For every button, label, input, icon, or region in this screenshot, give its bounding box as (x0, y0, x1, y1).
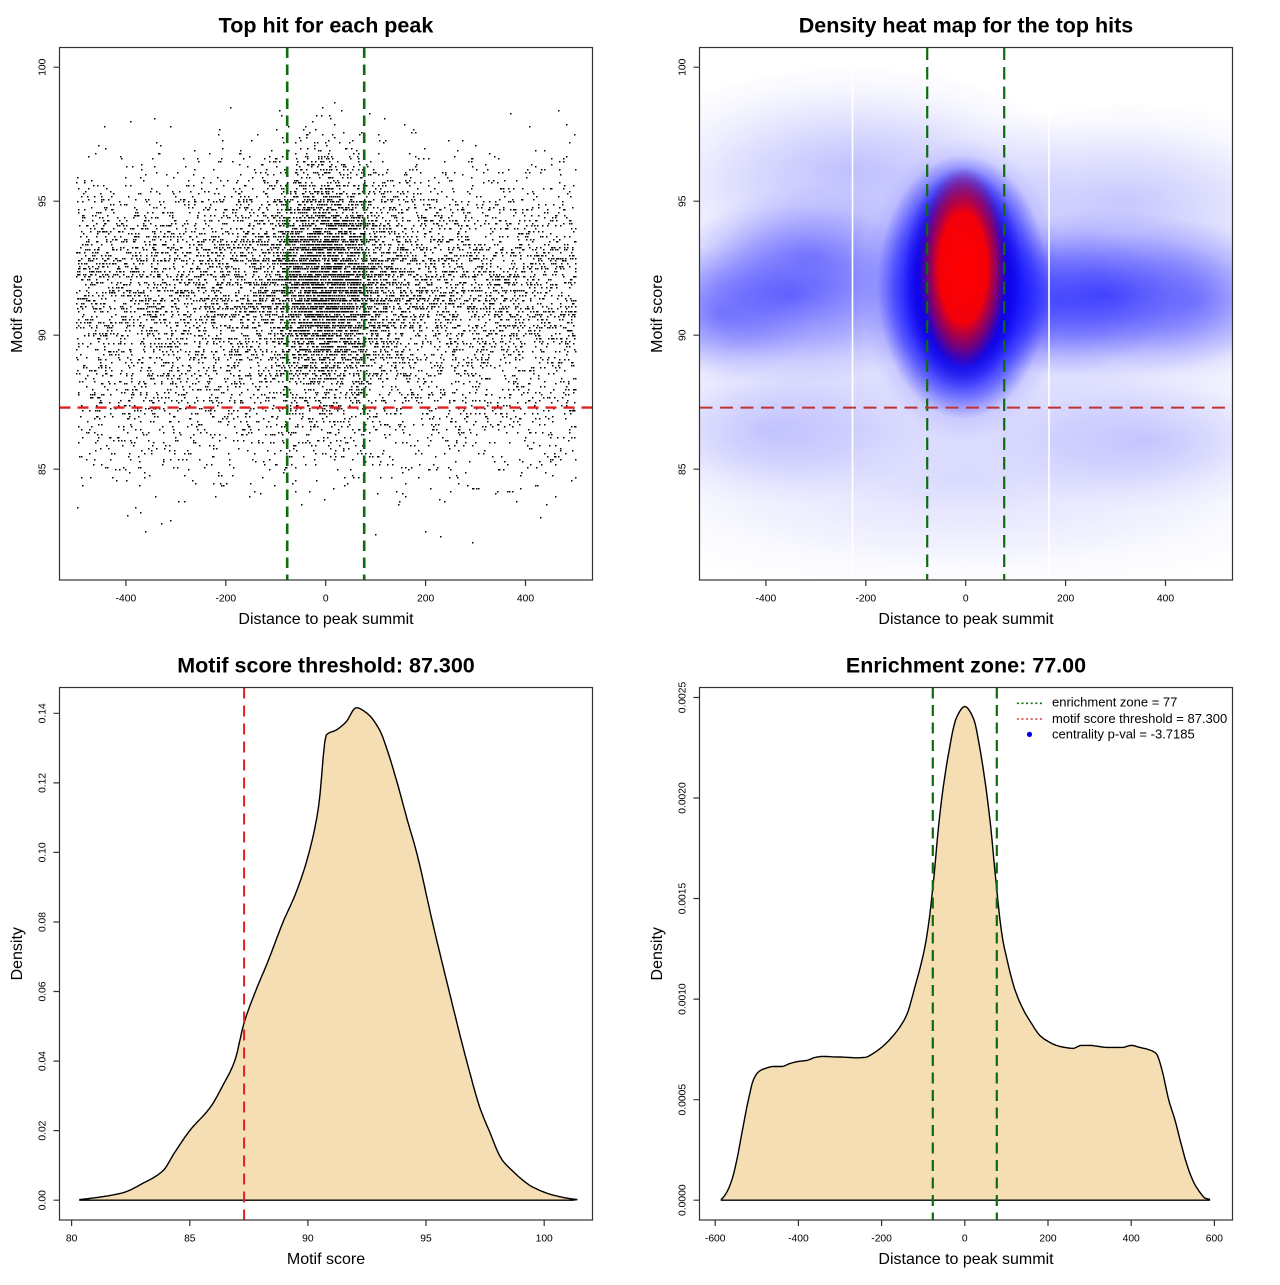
svg-text:400: 400 (517, 594, 534, 605)
svg-text:0.14: 0.14 (37, 703, 48, 723)
svg-text:95: 95 (420, 1234, 432, 1245)
svg-text:Density: Density (649, 927, 666, 980)
svg-text:-200: -200 (855, 594, 876, 605)
svg-text:-600: -600 (705, 1234, 726, 1245)
svg-text:motif score threshold = 87.300: motif score threshold = 87.300 (1052, 711, 1227, 726)
svg-text:0.12: 0.12 (37, 773, 48, 793)
svg-text:400: 400 (1123, 1234, 1140, 1245)
svg-text:-200: -200 (215, 594, 236, 605)
svg-text:85: 85 (184, 1234, 196, 1245)
svg-text:200: 200 (1039, 1234, 1056, 1245)
svg-text:0: 0 (323, 594, 329, 605)
svg-text:100: 100 (677, 58, 688, 75)
svg-text:85: 85 (37, 463, 48, 475)
svg-text:600: 600 (1206, 1234, 1223, 1245)
svg-text:0.08: 0.08 (37, 912, 48, 932)
svg-text:Top hit for each peak: Top hit for each peak (219, 13, 434, 37)
svg-text:0.0005: 0.0005 (677, 1084, 688, 1116)
svg-text:200: 200 (417, 594, 434, 605)
svg-text:90: 90 (37, 329, 48, 341)
svg-text:Density heat map for the top h: Density heat map for the top hits (799, 13, 1134, 37)
svg-text:-400: -400 (116, 594, 137, 605)
svg-text:0.02: 0.02 (37, 1120, 48, 1140)
svg-text:90: 90 (302, 1234, 314, 1245)
svg-text:Distance to peak summit: Distance to peak summit (238, 611, 414, 628)
svg-text:0.0025: 0.0025 (677, 681, 688, 713)
svg-text:Density: Density (9, 927, 26, 980)
svg-text:85: 85 (677, 463, 688, 475)
svg-text:0.0000: 0.0000 (677, 1184, 688, 1216)
svg-text:Motif score: Motif score (287, 1251, 365, 1268)
svg-text:100: 100 (37, 58, 48, 75)
svg-text:0.10: 0.10 (37, 842, 48, 862)
svg-text:-400: -400 (756, 594, 777, 605)
svg-text:-400: -400 (788, 1234, 809, 1245)
svg-text:0: 0 (963, 594, 969, 605)
svg-text:95: 95 (37, 195, 48, 207)
svg-text:Enrichment zone: 77.00: Enrichment zone: 77.00 (846, 653, 1086, 677)
svg-text:200: 200 (1057, 594, 1074, 605)
svg-text:100: 100 (536, 1234, 553, 1245)
svg-text:0.04: 0.04 (37, 1051, 48, 1071)
svg-text:80: 80 (66, 1234, 78, 1245)
svg-text:400: 400 (1157, 594, 1174, 605)
svg-text:Motif score threshold: 87.300: Motif score threshold: 87.300 (177, 653, 475, 677)
svg-text:Distance to peak summit: Distance to peak summit (878, 1251, 1054, 1268)
svg-text:0: 0 (962, 1234, 968, 1245)
svg-text:0.0010: 0.0010 (677, 983, 688, 1015)
svg-text:enrichment zone = 77: enrichment zone = 77 (1052, 695, 1177, 710)
svg-text:Motif score: Motif score (649, 275, 666, 353)
svg-text:0.0015: 0.0015 (677, 882, 688, 914)
svg-text:centrality p-val = -3.7185: centrality p-val = -3.7185 (1052, 727, 1195, 742)
svg-text:Motif score: Motif score (9, 275, 26, 353)
svg-text:-200: -200 (871, 1234, 892, 1245)
svg-text:0.06: 0.06 (37, 981, 48, 1001)
svg-text:0.0020: 0.0020 (677, 782, 688, 814)
svg-text:95: 95 (677, 195, 688, 207)
svg-text:0.00: 0.00 (37, 1190, 48, 1210)
svg-text:Distance to peak summit: Distance to peak summit (878, 611, 1054, 628)
svg-text:90: 90 (677, 329, 688, 341)
